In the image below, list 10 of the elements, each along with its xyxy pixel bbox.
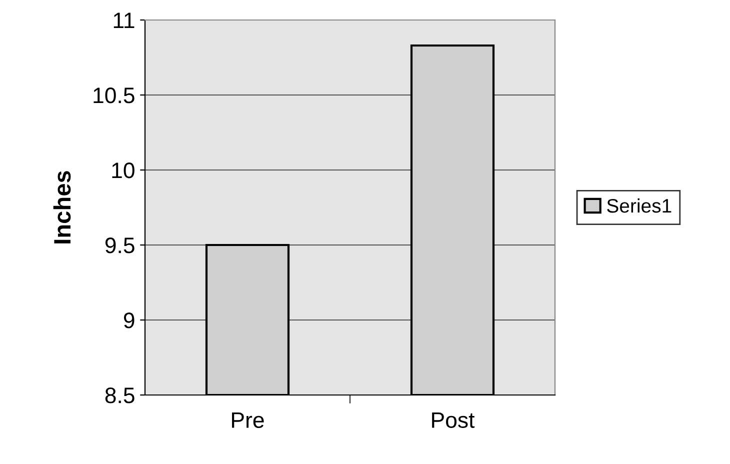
x-tick-label: Post — [432, 412, 475, 428]
x-tick-label: Pre — [232, 412, 264, 428]
y-tick-label: 11 — [114, 12, 134, 28]
y-tick-label: 9 — [124, 312, 134, 328]
y-tick-label: 10 — [112, 162, 134, 178]
y-tick-label: 10.5 — [94, 88, 134, 104]
y-tick-label: 9.5 — [105, 238, 134, 254]
y-axis-title: Inches — [53, 171, 71, 244]
y-tick-label: 8.5 — [105, 388, 134, 404]
legend-label: Series1 — [607, 198, 672, 213]
